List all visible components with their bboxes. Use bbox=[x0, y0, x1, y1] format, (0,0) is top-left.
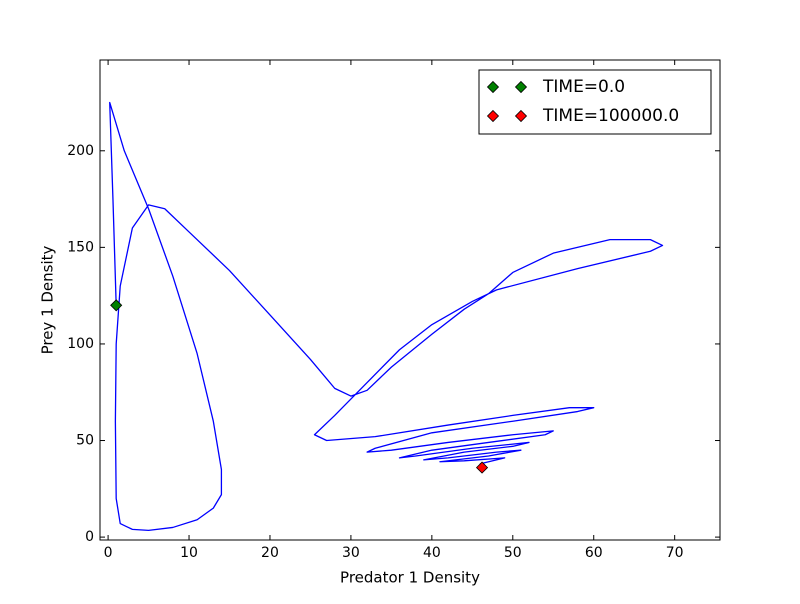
trajectory-line bbox=[109, 101, 664, 531]
legend-box bbox=[478, 69, 712, 135]
point-marker bbox=[475, 461, 489, 474]
legend-marker bbox=[486, 80, 500, 94]
y-axis-label: Prey 1 Density bbox=[39, 245, 57, 354]
y-tick-label: 0 bbox=[85, 529, 94, 545]
x-tick-label: 0 bbox=[104, 545, 113, 561]
legend-marker bbox=[486, 109, 500, 123]
legend-marker bbox=[514, 80, 528, 94]
legend-label: TIME=100000.0 bbox=[542, 106, 679, 126]
x-tick-label: 10 bbox=[180, 545, 198, 561]
plot-frame bbox=[99, 59, 721, 541]
x-tick-label: 40 bbox=[423, 545, 441, 561]
y-tick-label: 50 bbox=[76, 433, 94, 449]
legend-label: TIME=0.0 bbox=[542, 77, 625, 97]
point-marker bbox=[110, 299, 123, 312]
x-tick-label: 20 bbox=[261, 545, 279, 561]
y-tick-label: 200 bbox=[67, 143, 94, 159]
y-tick-label: 150 bbox=[67, 239, 94, 255]
x-tick-label: 30 bbox=[342, 545, 360, 561]
legend: TIME=0.0 TIME=100000.0 bbox=[478, 69, 712, 135]
x-tick-label: 50 bbox=[504, 545, 522, 561]
legend-marker bbox=[514, 109, 528, 123]
x-tick-label: 60 bbox=[585, 545, 603, 561]
y-tick-label: 100 bbox=[67, 336, 94, 352]
x-tick-label: 70 bbox=[666, 545, 684, 561]
x-axis-label: Predator 1 Density bbox=[340, 569, 480, 587]
